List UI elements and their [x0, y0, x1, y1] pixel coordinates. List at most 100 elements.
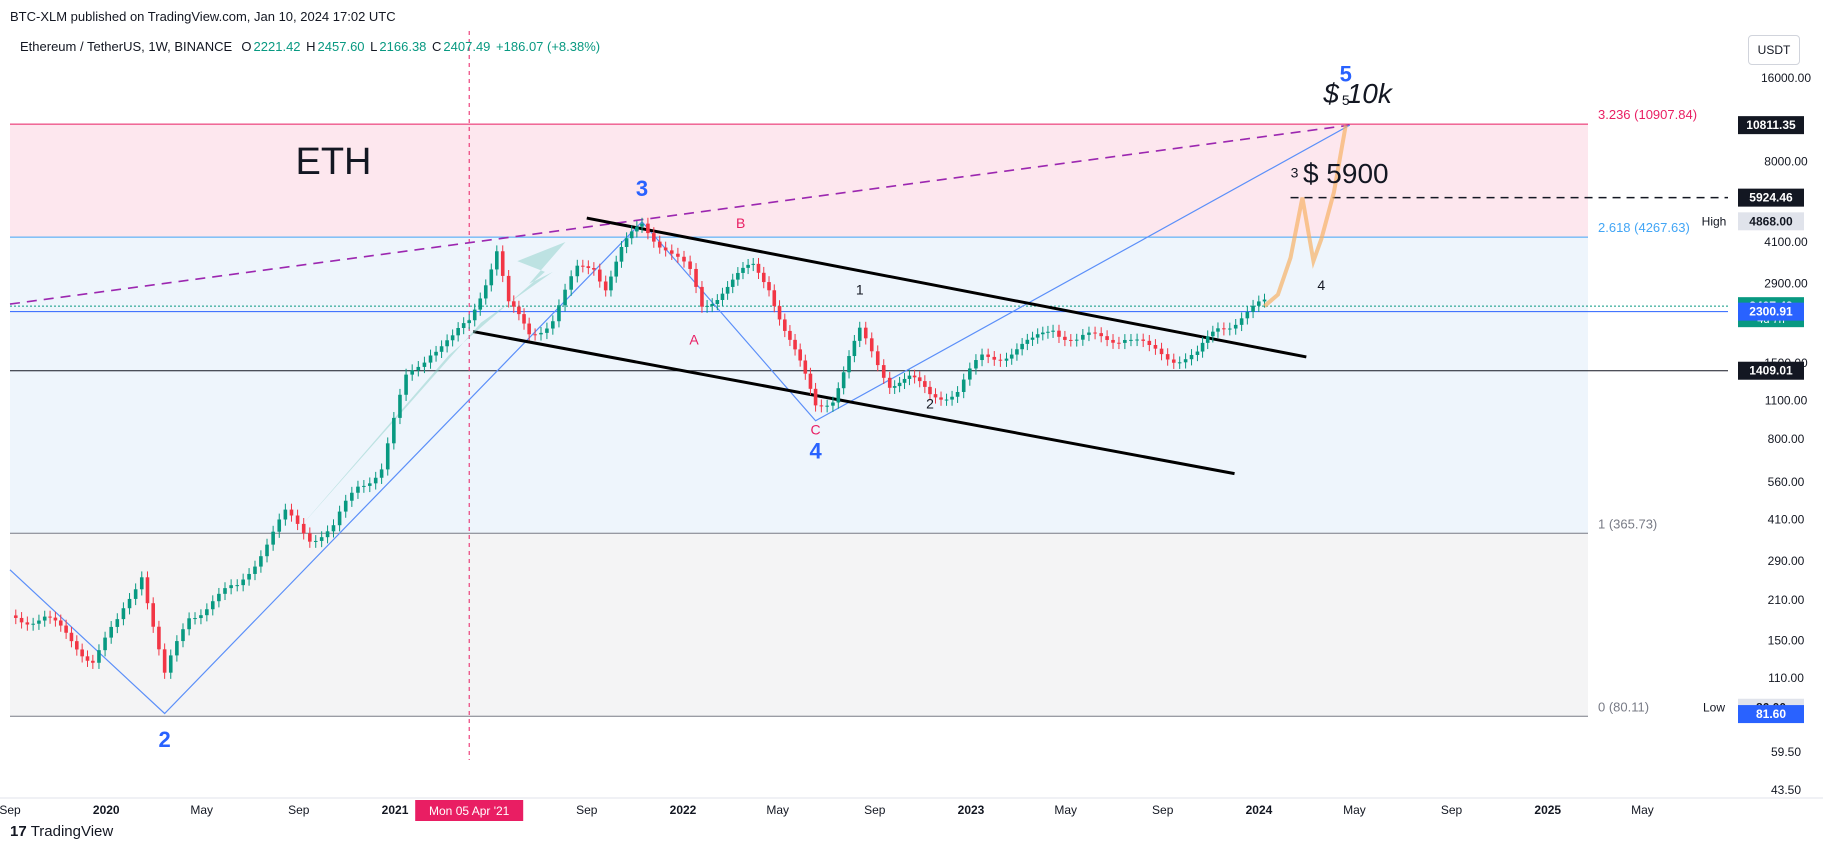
candle-body: [700, 286, 704, 307]
candle-body: [793, 339, 797, 350]
candle-body: [992, 356, 997, 360]
candle-body: [986, 354, 990, 357]
candle-body: [422, 362, 427, 367]
candle-body: [597, 269, 602, 282]
y-tick-label: 1100.00: [1765, 394, 1808, 408]
candle-body: [1081, 334, 1085, 340]
price-chart[interactable]: 3.236 (10907.84) 2.618 (4267.63) 1 (365.73…: [0, 31, 1823, 821]
candle-body: [319, 537, 324, 541]
wave-annotation: 1: [856, 282, 864, 298]
candle-body: [955, 391, 960, 397]
x-tick-label: May: [766, 803, 789, 817]
y-tick-label: 110.00: [1768, 671, 1804, 685]
wave-annotation: A: [689, 332, 699, 348]
candle-body: [1251, 305, 1255, 312]
candle-body: [1245, 311, 1250, 319]
candle-body: [1105, 336, 1109, 340]
y-tick-label: 8000.00: [1764, 154, 1808, 168]
candle-body: [1195, 351, 1200, 355]
candle-body: [439, 346, 444, 352]
candle-body: [13, 615, 18, 618]
candle-body: [410, 370, 414, 375]
fib-level-label: 3.236 (10907.84): [1598, 107, 1697, 122]
candle-body: [229, 585, 233, 589]
candle-body: [392, 417, 396, 444]
candle-body: [1051, 330, 1055, 332]
price-label: 2300.91: [1749, 305, 1793, 319]
candle-body: [259, 556, 263, 567]
candle-body: [428, 355, 433, 363]
candle-body: [461, 323, 466, 328]
wave-annotation: 3: [1291, 165, 1299, 181]
candle-body: [168, 655, 173, 673]
candle-body: [736, 272, 740, 280]
x-tick-label: Sep: [1441, 803, 1463, 817]
candle-body: [1099, 333, 1103, 337]
candle-body: [187, 618, 191, 630]
candle-body: [652, 233, 656, 242]
candle-body: [1227, 328, 1232, 330]
candle-body: [782, 319, 787, 331]
candle-body: [295, 515, 300, 524]
candle-body: [635, 226, 639, 232]
candle-body: [961, 379, 966, 392]
candle-body: [271, 531, 275, 545]
y-tick-label: 2900.00: [1764, 277, 1808, 291]
price-label-box: [1738, 188, 1804, 207]
candle-body: [343, 500, 348, 512]
candle-body: [887, 377, 892, 388]
candle-body: [725, 286, 730, 294]
x-tick-label: Sep: [576, 803, 598, 817]
candle-body: [1239, 318, 1244, 325]
publish-attribution: BTC-XLM published on TradingView.com, Ja…: [10, 9, 396, 24]
currency-button[interactable]: USDT: [1748, 35, 1800, 65]
close-value: 2407.49: [443, 39, 491, 54]
fib-level-label: 2.618 (4267.63): [1598, 220, 1690, 235]
candle-body: [836, 388, 841, 403]
price-label-box: [1738, 116, 1804, 135]
candle-body: [1035, 334, 1040, 338]
x-tick-label: 2024: [1246, 803, 1273, 817]
projection-path: [1263, 124, 1348, 308]
candle-body: [1117, 342, 1121, 344]
wave-annotation: $ 10k: [1322, 78, 1393, 109]
candle-body: [313, 540, 318, 542]
fib-level-label: 1 (365.73): [1598, 516, 1657, 531]
price-label: 1409.01: [1749, 364, 1793, 378]
candle-body: [581, 265, 585, 267]
candle-body: [1256, 301, 1261, 306]
candle-body: [1046, 331, 1050, 333]
candle-body: [511, 301, 516, 307]
candle-body: [1087, 332, 1091, 335]
candle-body: [669, 250, 674, 254]
candle-body: [1147, 340, 1152, 346]
candle-body: [522, 314, 526, 324]
y-tick-label: 4100.00: [1764, 235, 1808, 249]
candle-body: [1063, 336, 1067, 340]
candle-body: [847, 356, 851, 373]
candle-body: [592, 268, 596, 270]
candle-body: [434, 351, 438, 356]
candle-body: [563, 289, 567, 306]
chart-frame: 3.236 (10907.84) 2.618 (4267.63) 1 (365.73…: [0, 31, 1823, 821]
candle-body: [539, 332, 543, 335]
candle-body: [398, 394, 402, 418]
candle-body: [325, 531, 330, 538]
candle-body: [37, 620, 41, 624]
price-label: 4868.00: [1749, 214, 1793, 228]
candle-body: [803, 360, 808, 374]
candle-body: [533, 334, 537, 336]
candle-body: [483, 285, 488, 299]
wave-annotation: 5: [1340, 62, 1352, 87]
candle-body: [902, 378, 907, 383]
candle-body: [907, 375, 912, 379]
candle-body: [1171, 359, 1176, 363]
tradingview-logo[interactable]: 17 TradingView: [10, 823, 113, 840]
candle-body: [545, 328, 549, 333]
candle-body: [980, 354, 984, 361]
candle-body: [1129, 339, 1133, 341]
y-tick-label: 150.00: [1768, 634, 1805, 648]
candle-body: [1222, 328, 1226, 330]
wave-annotation: C: [811, 422, 821, 438]
y-tick-label: 800.00: [1768, 432, 1805, 446]
